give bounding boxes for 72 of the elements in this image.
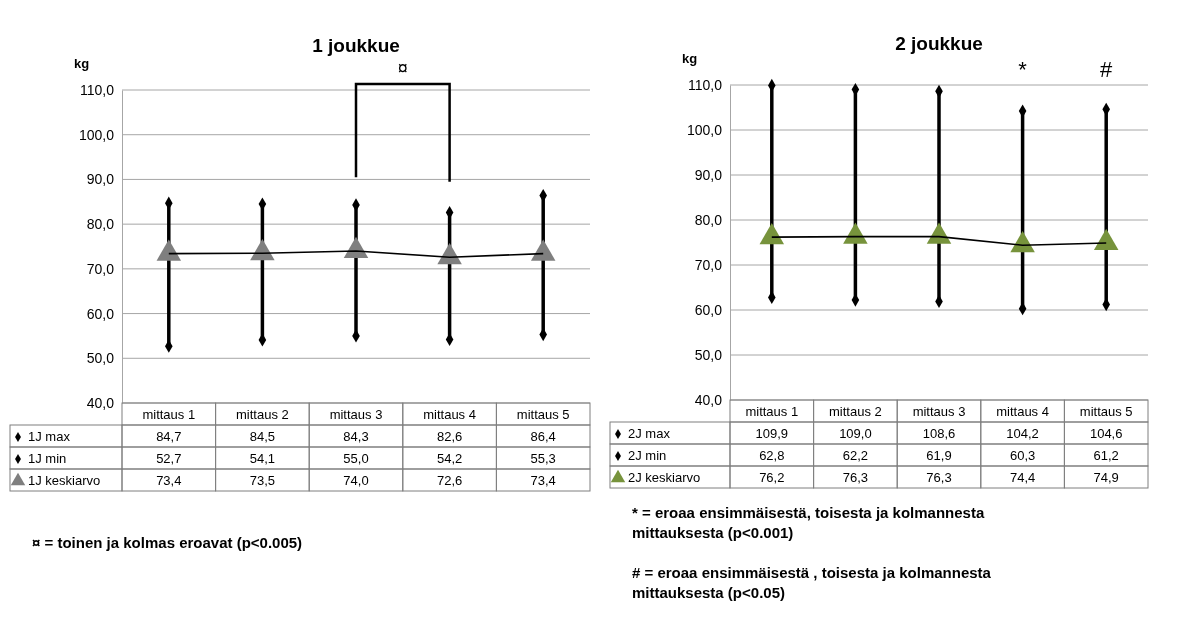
x-tick-label: mittaus 2: [829, 404, 882, 419]
y-tick-label: 50,0: [694, 346, 723, 363]
data-label: 60,3: [1009, 448, 1036, 463]
y-tick-label: 90,0: [86, 171, 115, 188]
y-axis-title: kg: [74, 56, 90, 71]
text: *: [1018, 57, 1028, 82]
data-label: 104,2: [1006, 426, 1039, 441]
data-label: 76,3: [842, 470, 869, 485]
x-tick-label: mittaus 4: [423, 407, 476, 422]
y-tick-label: 100,0: [686, 121, 723, 138]
data-label: 61,2: [1093, 448, 1119, 463]
y-tick-label: 90,0: [694, 166, 723, 183]
legend-label: 2J keskiarvo: [628, 470, 701, 485]
text: ¤ = toinen ja kolmas eroavat (p<0.005): [32, 534, 303, 551]
data-label: 109,9: [755, 426, 789, 441]
data-label: 74,9: [1093, 470, 1119, 485]
data-label: 55,0: [343, 451, 369, 466]
data-label: 52,7: [156, 451, 182, 466]
text: #: [1100, 57, 1114, 82]
y-tick-label: 110,0: [80, 81, 115, 98]
y-tick-label: 110,0: [688, 76, 723, 93]
y-tick-label: 80,0: [694, 211, 723, 228]
data-label: 86,4: [530, 429, 556, 444]
data-label: 55,3: [530, 451, 556, 466]
x-tick-label: mittaus 5: [516, 407, 570, 422]
data-label: 84,5: [249, 429, 276, 444]
y-axis-title: kg: [682, 51, 698, 66]
data-label: 62,2: [842, 448, 869, 463]
legend-label: 2J max: [628, 426, 671, 441]
y-tick-label: 40,0: [694, 391, 723, 408]
legend-label: 1J max: [28, 429, 71, 444]
chart-title: 1 joukkue: [312, 35, 400, 56]
x-tick-label: mittaus 5: [1079, 404, 1133, 419]
text: * = eroaa ensimmäisestä, toisesta ja kolmannesta mittauksesta (p<0.001): [632, 504, 985, 541]
x-tick-label: mittaus 3: [329, 407, 383, 422]
data-label: 108,6: [922, 426, 956, 441]
legend-label: 2J min: [628, 448, 667, 463]
legend-label: 1J min: [28, 451, 67, 466]
chart-title: 2 joukkue: [895, 33, 983, 54]
data-label: 72,6: [436, 473, 463, 488]
x-tick-label: mittaus 1: [745, 404, 799, 419]
text: ¤: [397, 58, 408, 78]
data-label: 109,0: [839, 426, 872, 441]
y-tick-label: 40,0: [86, 394, 115, 411]
y-tick-label: 100,0: [78, 126, 115, 143]
data-label: 73,5: [249, 473, 276, 488]
data-label: 82,6: [436, 429, 463, 444]
data-label: 74,4: [1009, 470, 1036, 485]
data-label: 73,4: [530, 473, 556, 488]
data-label: 76,2: [759, 470, 785, 485]
x-tick-label: mittaus 2: [236, 407, 289, 422]
data-label: 84,7: [156, 429, 182, 444]
data-label: 76,3: [926, 470, 952, 485]
data-label: 104,6: [1089, 426, 1123, 441]
x-tick-label: mittaus 3: [912, 404, 966, 419]
x-tick-label: mittaus 4: [996, 404, 1049, 419]
legend-label: 1J keskiarvo: [28, 473, 101, 488]
data-label: 54,1: [249, 451, 276, 466]
y-tick-label: 50,0: [86, 350, 115, 367]
y-tick-label: 80,0: [86, 216, 115, 233]
data-label: 54,2: [436, 451, 463, 466]
y-tick-label: 70,0: [86, 260, 115, 277]
data-label: 61,9: [926, 448, 952, 463]
data-label: 62,8: [759, 448, 785, 463]
y-tick-label: 60,0: [86, 305, 115, 322]
text: # = eroaa ensimmäisestä , toisesta ja kolmannesta mittauksesta (p<0.05): [632, 564, 992, 601]
x-tick-label: mittaus 1: [142, 407, 196, 422]
y-tick-label: 70,0: [694, 256, 723, 273]
y-tick-label: 60,0: [694, 301, 723, 318]
data-label: 73,4: [156, 473, 182, 488]
data-label: 74,0: [343, 473, 369, 488]
data-label: 84,3: [343, 429, 369, 444]
